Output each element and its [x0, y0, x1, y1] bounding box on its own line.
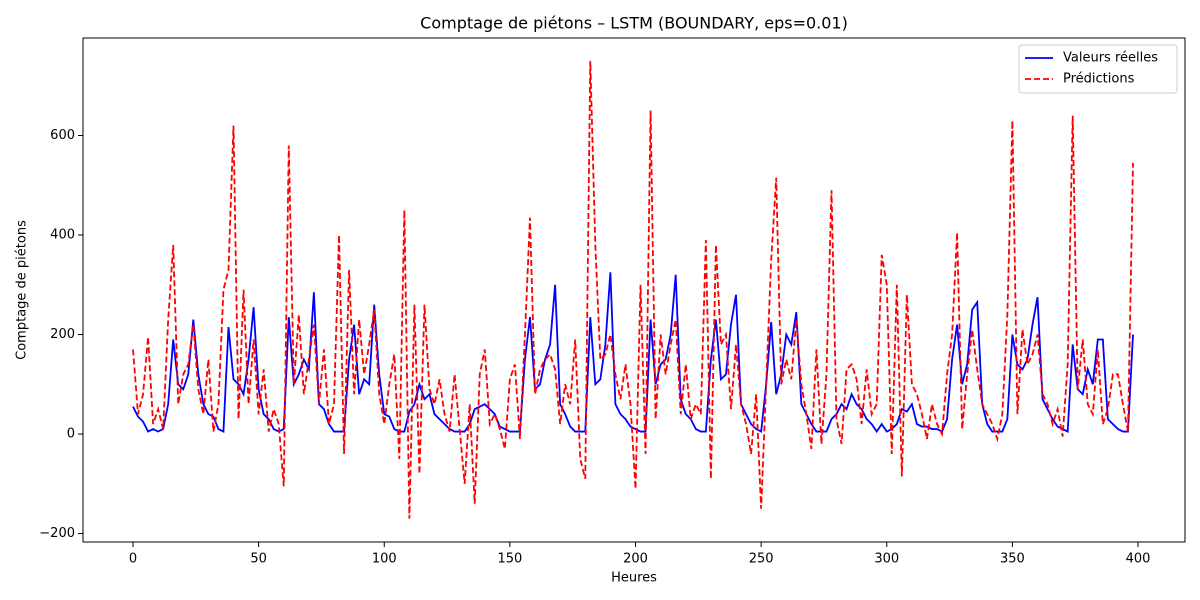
- x-tick-label: 300: [874, 552, 899, 567]
- data-line: [132, 60, 1134, 519]
- x-axis-label: Heures: [611, 571, 657, 586]
- x-tick-label: 250: [749, 552, 774, 567]
- x-tick-label: 0: [129, 552, 137, 567]
- x-tick-label: 400: [1126, 552, 1151, 567]
- legend-label: Prédictions: [1063, 72, 1135, 87]
- y-tick-label: −200: [39, 526, 75, 541]
- y-tick-label: 600: [50, 128, 75, 143]
- y-tick-label: 0: [67, 427, 75, 442]
- x-tick-label: 50: [250, 552, 267, 567]
- plot-frame: [82, 37, 1186, 543]
- x-tick-label: 100: [372, 552, 397, 567]
- legend-box: [1018, 44, 1178, 94]
- data-line: [132, 272, 1134, 434]
- y-axis-label: Comptage de piétons: [15, 220, 30, 360]
- legend-label: Valeurs réelles: [1063, 51, 1158, 66]
- x-tick-label: 150: [497, 552, 522, 567]
- chart-title: Comptage de piétons – LSTM (BOUNDARY, ep…: [420, 14, 848, 33]
- y-tick-label: 200: [50, 327, 75, 342]
- x-tick-label: 200: [623, 552, 648, 567]
- x-tick-label: 350: [1000, 552, 1025, 567]
- y-tick-label: 400: [50, 228, 75, 243]
